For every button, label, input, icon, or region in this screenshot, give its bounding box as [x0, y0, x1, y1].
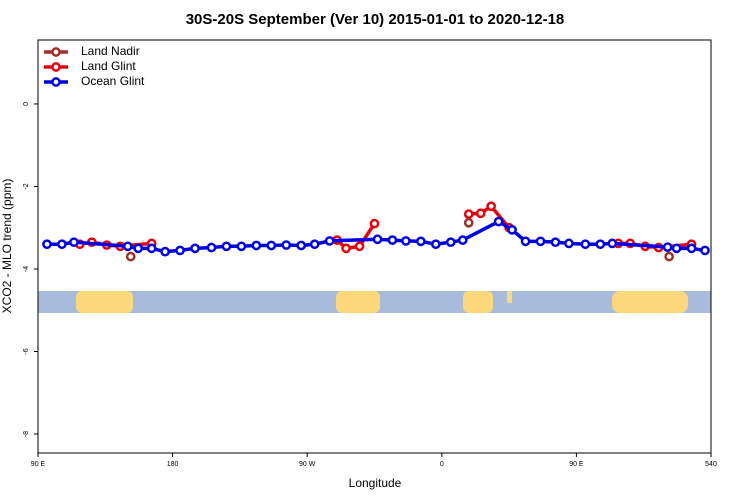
data-point — [160, 246, 170, 257]
data-point — [133, 243, 144, 254]
x-tick-label: 540 — [705, 461, 717, 468]
legend-marker — [51, 62, 61, 72]
data-point — [221, 241, 232, 252]
data-point — [69, 237, 79, 248]
data-point — [122, 241, 133, 252]
land-patch — [76, 291, 133, 313]
land-patch — [463, 291, 493, 313]
data-point — [416, 236, 426, 247]
data-point — [251, 240, 262, 251]
data-point — [493, 216, 504, 227]
data-point — [463, 209, 474, 219]
legend-label: Ocean Glint — [81, 74, 145, 88]
data-point — [430, 239, 441, 250]
data-point — [281, 240, 292, 250]
data-point — [354, 241, 365, 252]
data-point — [445, 237, 456, 248]
data-point — [564, 238, 574, 249]
legend-marker — [51, 47, 61, 57]
data-point — [324, 236, 335, 246]
data-point — [42, 239, 52, 250]
data-point — [125, 251, 136, 262]
data-point — [686, 243, 697, 254]
data-point — [146, 243, 157, 254]
data-point — [401, 236, 411, 246]
x-tick-label: 90 E — [31, 461, 46, 468]
data-point — [236, 241, 247, 252]
data-point — [664, 251, 674, 262]
x-axis-label: Longitude — [349, 476, 402, 490]
x-tick-label: 90 W — [299, 461, 316, 468]
land-patch — [507, 291, 512, 303]
data-point — [671, 243, 682, 254]
data-point — [700, 245, 710, 256]
data-point — [309, 239, 320, 250]
data-point — [206, 242, 217, 253]
y-tick-label: -2 — [23, 183, 30, 189]
data-point — [341, 243, 351, 254]
y-tick-label: -4 — [23, 266, 30, 272]
data-point — [463, 217, 474, 228]
legend-label: Land Nadir — [81, 44, 140, 58]
data-point — [296, 240, 307, 251]
data-point — [607, 238, 618, 249]
y-tick-label: -8 — [23, 431, 30, 437]
plot-frame — [37, 39, 712, 454]
data-point — [662, 242, 673, 252]
data-point — [57, 239, 67, 250]
y-tick-label: -6 — [23, 348, 30, 354]
legend-label: Land Glint — [81, 59, 136, 73]
data-point — [266, 240, 277, 251]
data-point — [507, 224, 517, 235]
x-tick-label: 0 — [440, 461, 444, 468]
data-point — [595, 239, 606, 250]
y-tick-label: 0 — [23, 102, 30, 106]
data-point — [486, 201, 497, 212]
map-strip — [38, 291, 711, 313]
y-axis-label: XCO2 - MLO trend (ppm) — [0, 179, 14, 314]
land-patch — [336, 291, 380, 313]
data-point — [457, 235, 468, 245]
x-tick-label: 90 E — [569, 461, 584, 468]
data-point — [175, 245, 185, 256]
land-patch — [612, 291, 688, 313]
data-point — [580, 239, 591, 250]
x-tick-label: 180 — [167, 461, 179, 468]
legend-marker — [51, 77, 61, 87]
data-point — [550, 237, 561, 248]
data-point — [535, 236, 546, 247]
data-point — [190, 243, 200, 254]
data-point — [372, 234, 383, 245]
data-point — [387, 235, 398, 245]
data-point — [520, 236, 531, 247]
data-point — [369, 218, 380, 229]
chart-title: 30S-20S September (Ver 10) 2015-01-01 to… — [186, 11, 565, 28]
data-point — [475, 208, 486, 219]
